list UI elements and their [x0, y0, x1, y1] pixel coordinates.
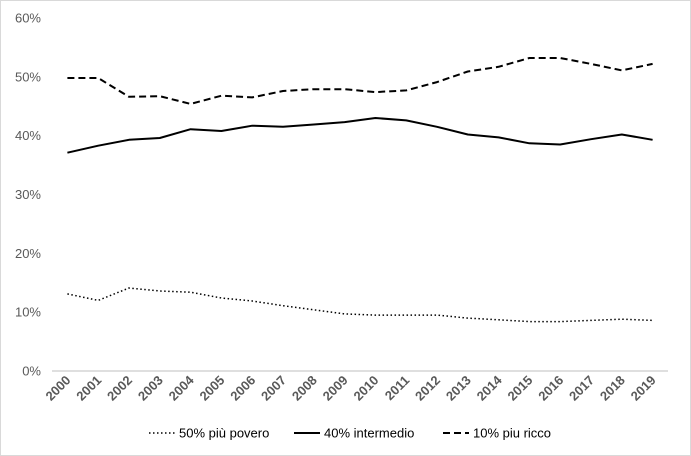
y-axis-tick-labels: 0% 10% 20% 30% 40% 50% 60% — [15, 11, 41, 379]
y-tick-label: 10% — [15, 305, 41, 320]
x-tick-label: 2013 — [443, 373, 474, 404]
y-tick-label: 20% — [15, 246, 41, 261]
x-tick-label: 2012 — [412, 373, 443, 404]
legend-label-2: 10% piu ricco — [473, 426, 551, 441]
y-tick-label: 50% — [15, 69, 41, 84]
series-line-1 — [67, 117, 653, 154]
x-tick-label: 2019 — [628, 373, 659, 404]
legend-label-1: 40% intermedio — [324, 426, 414, 441]
y-tick-label: 30% — [15, 187, 41, 202]
y-tick-label: 40% — [15, 128, 41, 143]
x-tick-label: 2010 — [350, 373, 381, 404]
legend-label-0: 50% più povero — [179, 426, 269, 441]
x-axis-tick-labels: 2000 2001 2002 2003 2004 2005 2006 2007 2008 2009… — [42, 372, 658, 404]
legend: 50% più povero 40% intermedio 10% piu ricc… — [149, 426, 551, 441]
x-tick-label: 2000 — [42, 373, 73, 404]
x-tick-label: 2014 — [474, 372, 506, 404]
x-tick-label: 2006 — [227, 373, 258, 404]
x-tick-label: 2009 — [320, 373, 351, 404]
x-tick-label: 2017 — [566, 373, 597, 404]
x-tick-label: 2011 — [382, 373, 413, 404]
x-tick-label: 2015 — [504, 373, 535, 404]
x-tick-label: 2003 — [135, 373, 166, 404]
x-tick-label: 2008 — [289, 373, 320, 404]
x-tick-label: 2001 — [73, 373, 104, 404]
x-tick-label: 2004 — [166, 372, 198, 404]
y-tick-label: 0% — [22, 364, 41, 379]
series-line-2 — [67, 57, 653, 105]
series-line-0 — [67, 287, 653, 323]
x-tick-label: 2002 — [104, 373, 135, 404]
x-tick-label: 2018 — [597, 373, 628, 404]
x-tick-label: 2016 — [535, 373, 566, 404]
y-tick-label: 60% — [15, 11, 41, 26]
series-lines — [67, 57, 653, 323]
x-tick-label: 2007 — [258, 373, 289, 404]
x-tick-label: 2005 — [196, 373, 227, 404]
